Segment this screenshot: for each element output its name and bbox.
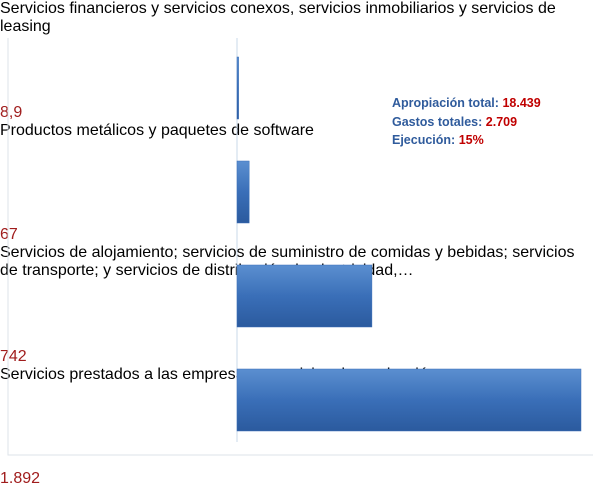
- annotations: Apropiación total: 18.439 Gastos totales:…: [392, 94, 541, 150]
- frame: [7, 38, 593, 456]
- value-label: 1.892: [0, 470, 41, 487]
- category-label: Servicios financieros y servicios conexo…: [0, 0, 556, 35]
- plot: [7, 38, 593, 456]
- bar: [236, 56, 239, 120]
- bar: [236, 368, 582, 432]
- value-label: 8,9: [0, 104, 23, 121]
- annotation: Apropiación total: 18.439: [392, 94, 541, 113]
- annotation: Ejecución: 15%: [392, 131, 541, 150]
- annotation-label: Ejecución:: [392, 133, 456, 147]
- category-label: Productos metálicos y paquetes de softwa…: [0, 122, 314, 139]
- annotation-value: 15%: [458, 133, 484, 147]
- annotation: Gastos totales: 2.709: [392, 113, 541, 132]
- annotation-label: Apropiación total:: [392, 96, 499, 110]
- annotation-value: 18.439: [502, 96, 541, 110]
- annotation-value: 2.709: [485, 114, 518, 129]
- value-label: 67: [0, 226, 18, 243]
- bar: [236, 160, 250, 224]
- annotation-label: Gastos totales:: [392, 114, 483, 129]
- bar: [236, 264, 373, 328]
- value-label: 742: [0, 348, 27, 365]
